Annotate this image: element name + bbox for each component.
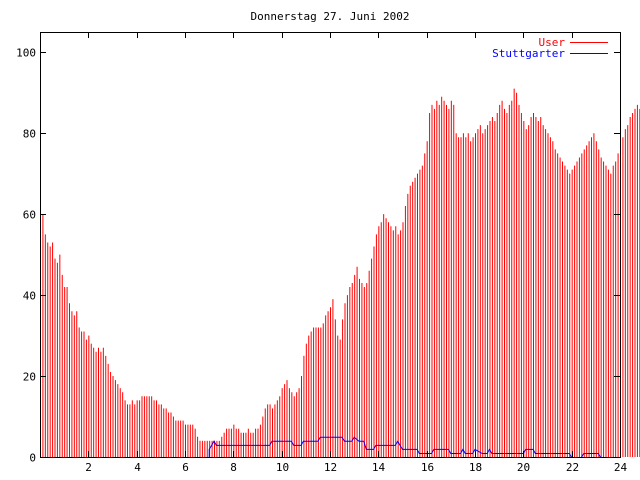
legend-label-stuttgarter: Stuttgarter [492,47,565,60]
y-tick-label: 80 [23,128,36,141]
x-tick-label: 2 [85,461,92,474]
y-tick-label: 0 [29,452,36,465]
x-tick-label: 8 [230,461,237,474]
x-tick-label: 24 [614,461,628,474]
x-tick-label: 12 [324,461,337,474]
user-series-bars [40,88,640,457]
x-tick-label: 6 [182,461,189,474]
x-tick-label: 18 [469,461,482,474]
x-tick-label: 10 [276,461,289,474]
x-tick-label: 16 [421,461,434,474]
stuttgarter-series-line [40,436,620,458]
y-tick-label: 100 [16,47,36,60]
y-tick-label: 20 [23,371,36,384]
legend-label-user: User [539,36,566,49]
x-tick-label: 14 [372,461,386,474]
chart-title: Donnerstag 27. Juni 2002 [251,10,410,23]
y-tick-label: 40 [23,290,36,303]
x-tick-label: 20 [517,461,530,474]
y-tick-label: 60 [23,209,36,222]
legend: User Stuttgarter [492,36,608,60]
x-tick-label: 4 [134,461,141,474]
x-tick-label: 22 [566,461,579,474]
